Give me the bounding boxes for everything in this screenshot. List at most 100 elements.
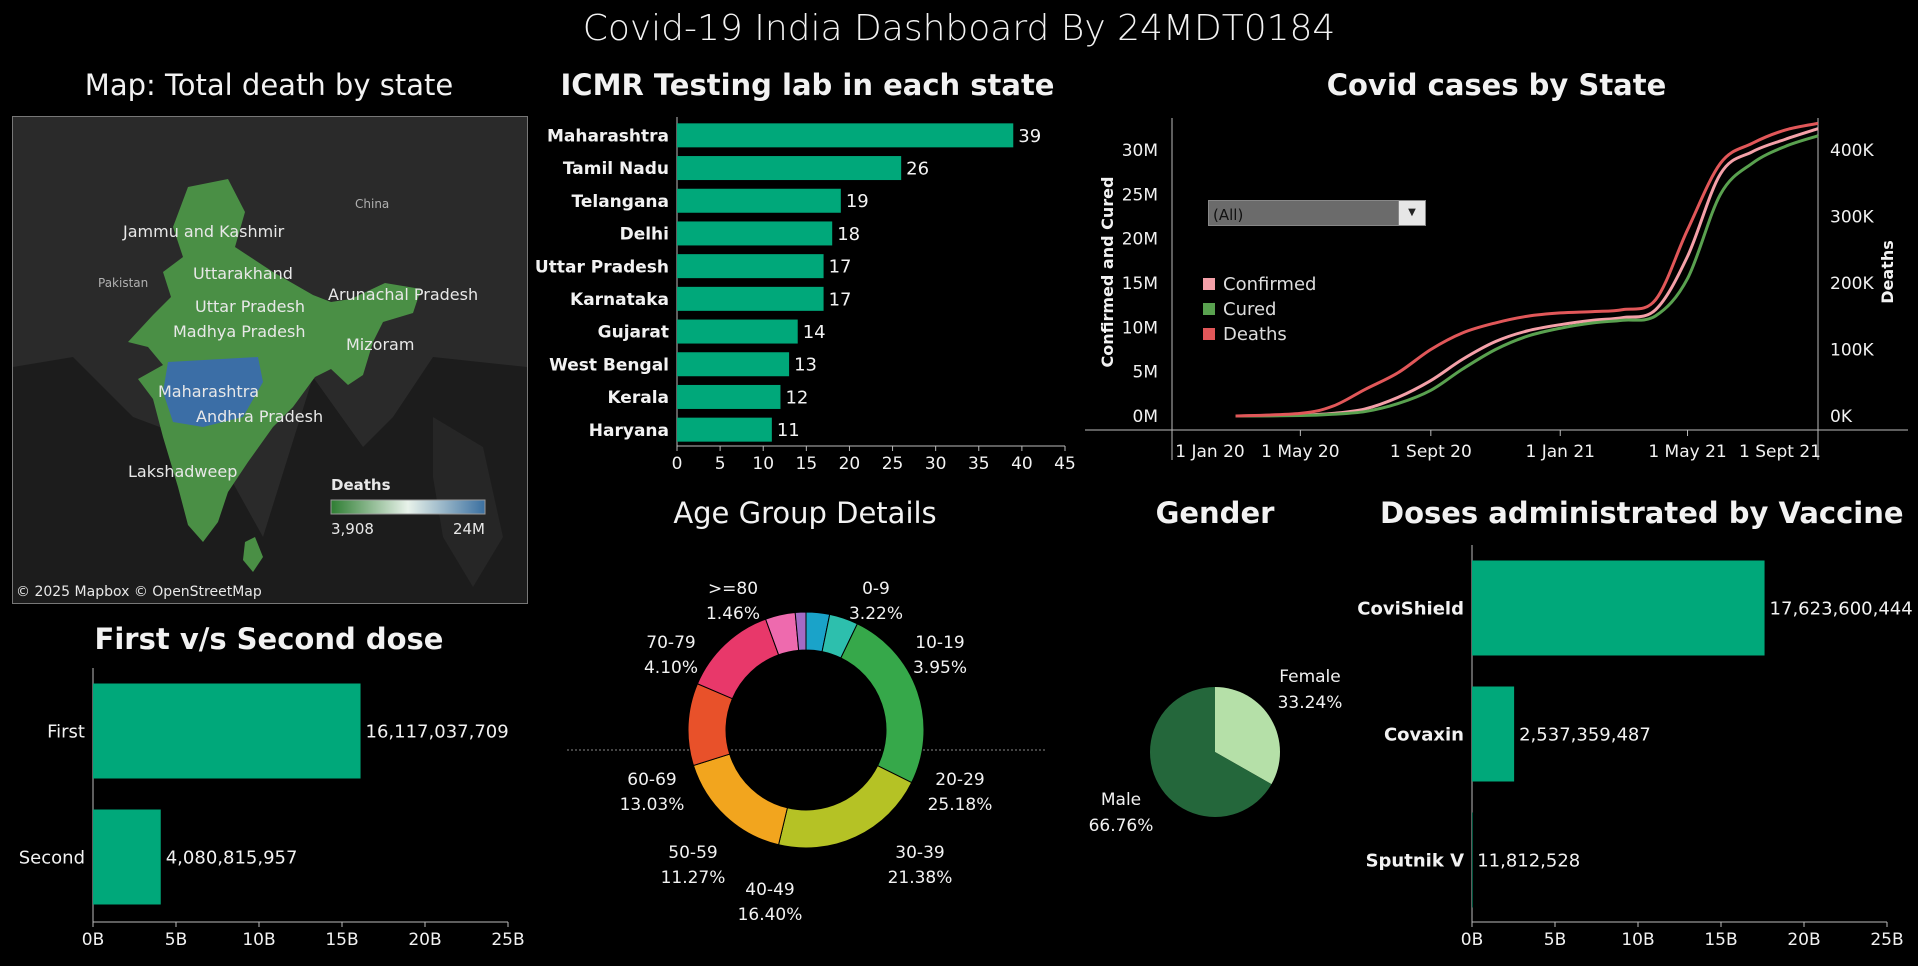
vaccine-category-label: Sputnik V	[1366, 850, 1464, 871]
icmr-x-tick-label: 0	[672, 454, 683, 474]
map-label-uttarakhand: Uttarakhand	[193, 264, 293, 283]
line-x-tick-label: 1 Sept 20	[1390, 442, 1472, 462]
dose-x-tick-label: 20B	[408, 930, 441, 950]
vaccine-title: Doses administrated by Vaccine	[1380, 496, 1904, 530]
legend-cured-label: Cured	[1223, 299, 1277, 320]
vaccine-x-tick-label: 10B	[1621, 930, 1654, 950]
icmr-bar-haryana	[677, 417, 772, 442]
vaccine-bar-covishield	[1472, 560, 1765, 656]
line-series-confirmed	[1235, 127, 1819, 418]
icmr-data-label: 14	[803, 322, 826, 343]
icmr-x-tick-label: 10	[752, 454, 774, 474]
vaccine-x-tick-label: 5B	[1544, 930, 1566, 950]
dose-data-label: 16,117,037,709	[366, 721, 509, 742]
line-y-tick-label: 10M	[1122, 318, 1158, 338]
gender-slice-female	[1215, 687, 1280, 785]
age-category-label: 40-49	[745, 880, 794, 900]
death-map[interactable]: China Pakistan Jammu and Kashmir Uttarak…	[12, 116, 528, 604]
state-filter-dropdown[interactable]: (All) ▼	[1208, 200, 1426, 226]
legend-deaths[interactable]: Deaths	[1203, 324, 1287, 345]
state-filter-value: (All)	[1213, 206, 1244, 224]
age-category-label: 20-29	[935, 770, 984, 790]
age-group-title: Age Group Details	[673, 496, 937, 530]
sri-lanka-region	[243, 537, 263, 572]
icmr-x-tick-label: 45	[1054, 454, 1076, 474]
icmr-data-label: 17	[829, 257, 852, 278]
vaccine-x-tick-label: 15B	[1704, 930, 1737, 950]
legend-cured-swatch	[1203, 303, 1215, 315]
map-label-china: China	[355, 197, 389, 211]
vaccine-category-label: CoviShield	[1357, 598, 1464, 619]
map-label-arunachal-pradesh: Arunachal Pradesh	[328, 285, 478, 304]
age-percent-label: 21.38%	[888, 868, 953, 888]
india-landmass[interactable]	[128, 179, 421, 542]
age-slice-80	[794, 611, 807, 651]
legend-confirmed-label: Confirmed	[1223, 274, 1317, 295]
line-y-tick-label: 15M	[1122, 274, 1158, 294]
legend-deaths-label: Deaths	[1223, 324, 1287, 345]
dose-category-label: First	[47, 721, 85, 742]
line-x-tick-label: 1 May 20	[1261, 442, 1339, 462]
map-title: Map: Total death by state	[84, 68, 454, 102]
icmr-data-label: 13	[794, 355, 817, 376]
icmr-data-label: 17	[829, 289, 852, 310]
age-category-label: 0-9	[862, 579, 890, 599]
gender-female-label: Female	[1279, 667, 1340, 687]
icmr-x-tick-label: 25	[882, 454, 904, 474]
map-attribution: © 2025 Mapbox © OpenStreetMap	[16, 584, 262, 600]
vaccine-x-tick-label: 20B	[1787, 930, 1820, 950]
icmr-bar-delhi	[677, 221, 833, 246]
legend-cured[interactable]: Cured	[1203, 299, 1276, 320]
icmr-category-label: Uttar Pradesh	[535, 257, 669, 277]
age-category-label: 70-79	[646, 633, 695, 653]
line-series-deaths	[1235, 121, 1819, 418]
line-y-axis-title: Confirmed and Cured	[1098, 177, 1117, 368]
line-y2-axis-title: Deaths	[1878, 240, 1897, 304]
icmr-bar-gujarat	[677, 319, 798, 344]
vaccine-category-label: Covaxin	[1384, 724, 1464, 745]
icmr-x-tick-label: 40	[1011, 454, 1033, 474]
dose-bar-second	[93, 809, 161, 905]
icmr-data-label: 12	[785, 387, 808, 408]
line-series-cured	[1235, 134, 1819, 418]
icmr-category-label: Tamil Nadu	[563, 159, 669, 179]
icmr-x-tick-label: 5	[715, 454, 726, 474]
icmr-bar-tamil-nadu	[677, 156, 902, 181]
icmr-category-label: Gujarat	[598, 323, 669, 343]
maharashtra-region[interactable]	[163, 357, 263, 427]
dose-x-tick-label: 25B	[491, 930, 524, 950]
age-category-label: 30-39	[895, 843, 944, 863]
vaccine-x-tick-label: 0B	[1461, 930, 1483, 950]
dose-x-tick-label: 5B	[165, 930, 187, 950]
age-percent-label: 3.95%	[913, 658, 967, 678]
icmr-bar-maharashtra	[677, 123, 1014, 148]
legend-confirmed[interactable]: Confirmed	[1203, 274, 1316, 295]
dose-title: First v/s Second dose	[94, 622, 444, 656]
icmr-data-label: 19	[846, 191, 869, 212]
chevron-down-icon[interactable]: ▼	[1398, 201, 1425, 225]
dose-bar-first	[93, 683, 361, 779]
line-y-tick-label: 30M	[1122, 141, 1158, 161]
map-label-mizoram: Mizoram	[346, 335, 414, 354]
icmr-x-tick-label: 20	[839, 454, 861, 474]
age-category-label: 60-69	[627, 770, 676, 790]
icmr-category-label: West Bengal	[549, 355, 669, 375]
vaccine-bar-covaxin	[1472, 686, 1515, 782]
covid-cases-title: Covid cases by State	[1326, 68, 1667, 102]
age-category-label: 50-59	[668, 843, 717, 863]
map-label-uttar-pradesh: Uttar Pradesh	[195, 297, 305, 316]
icmr-category-label: Telangana	[572, 192, 669, 212]
dose-data-label: 4,080,815,957	[166, 847, 298, 868]
icmr-title: ICMR Testing lab in each state	[560, 68, 1055, 102]
icmr-x-tick-label: 35	[968, 454, 990, 474]
line-y2-tick-label: 400K	[1830, 141, 1874, 161]
map-canvas[interactable]: China Pakistan Jammu and Kashmir Uttarak…	[13, 117, 527, 603]
line-y-tick-label: 20M	[1122, 230, 1158, 250]
map-label-jammu-kashmir: Jammu and Kashmir	[122, 222, 285, 241]
line-x-tick-label: 1 Sept 21	[1739, 442, 1821, 462]
